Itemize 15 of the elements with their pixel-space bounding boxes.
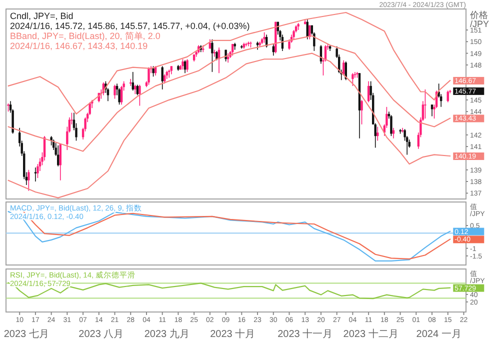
- line-series: [8, 12, 451, 114]
- y-axis-title: 价格 /JPY: [469, 10, 490, 29]
- line-series: [8, 52, 451, 198]
- x2-tick-label: 2023 八月: [78, 329, 124, 340]
- annotation: 2024/1/16, 145.72, 145.86, 145.57, 145.77, +0.04, (+0.03%): [10, 21, 250, 31]
- x2-tick-label: 2023 七月: [4, 328, 49, 340]
- x2-tick-label: 2024 一月: [416, 329, 462, 340]
- annotation: BBand, JPY=, Bid(Last), 20, 简单, 2.0: [10, 31, 160, 41]
- x2-tick-label: 2023 十一月: [278, 328, 333, 340]
- annotation: 2024/1/16, 146.67, 143.43, 140.19: [10, 41, 148, 51]
- line-series: [8, 282, 451, 300]
- x2-tick-label: 2023 九月: [144, 328, 190, 340]
- annotation: Cndl, JPY=, Bid: [10, 11, 74, 21]
- x2-tick-label: 2023 十二月: [343, 328, 398, 340]
- x2-tick-label: 2023 十月: [210, 328, 256, 340]
